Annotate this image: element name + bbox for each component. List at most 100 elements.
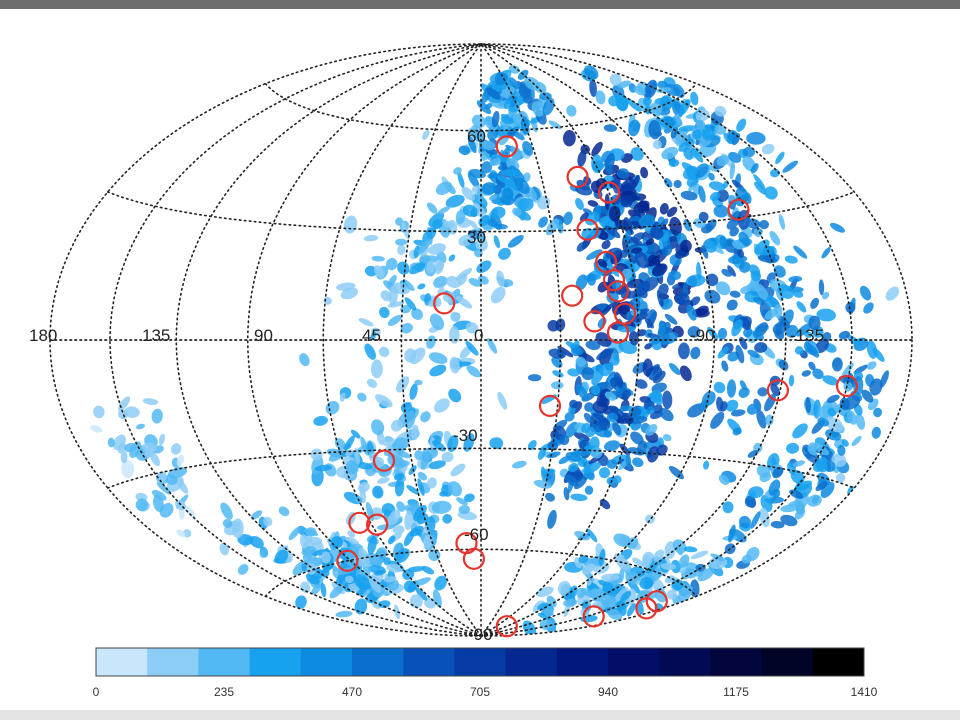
density-cell xyxy=(570,493,588,501)
density-cell xyxy=(713,204,729,218)
colorbar-swatch xyxy=(812,648,865,676)
density-cell xyxy=(664,313,678,325)
density-cell xyxy=(603,440,621,452)
density-cell xyxy=(750,511,761,529)
density-cell xyxy=(585,426,596,437)
density-cell xyxy=(409,347,426,365)
density-cell xyxy=(394,459,410,468)
density-cell xyxy=(378,346,390,358)
density-cell xyxy=(442,513,453,524)
density-cell xyxy=(861,389,874,403)
density-cell xyxy=(592,400,609,414)
density-layer xyxy=(90,65,900,636)
density-cell xyxy=(675,292,690,305)
density-cell xyxy=(698,211,709,222)
density-cell xyxy=(498,247,511,260)
density-cell xyxy=(558,455,571,465)
density-cell xyxy=(644,79,658,99)
density-cell xyxy=(490,286,506,304)
density-cell xyxy=(496,175,514,186)
density-cell xyxy=(583,412,594,424)
density-cell xyxy=(606,412,618,423)
density-cell xyxy=(569,399,579,409)
density-cell xyxy=(394,604,400,620)
density-cell xyxy=(866,361,877,370)
density-cell xyxy=(717,327,728,340)
density-cell xyxy=(456,497,468,506)
density-cell xyxy=(563,211,573,225)
colorbar-tick-label: 705 xyxy=(470,685,490,699)
density-cell xyxy=(455,268,473,281)
density-cell xyxy=(770,520,785,529)
density-cell xyxy=(574,422,582,430)
density-cell xyxy=(695,119,706,130)
density-cell xyxy=(559,435,570,446)
density-cell xyxy=(170,443,182,455)
density-cell xyxy=(371,419,385,436)
density-cell xyxy=(626,98,642,112)
density-cell xyxy=(465,340,479,356)
density-cell xyxy=(753,174,766,191)
density-cell xyxy=(785,324,799,338)
density-cell xyxy=(808,315,821,331)
density-cell xyxy=(768,479,781,496)
density-cell xyxy=(575,356,587,367)
density-cell xyxy=(743,327,753,338)
density-cell xyxy=(513,131,525,141)
density-cell xyxy=(810,297,820,309)
density-cell xyxy=(457,171,465,189)
density-cell xyxy=(873,407,883,418)
density-cell xyxy=(710,411,725,429)
density-cell xyxy=(396,501,406,512)
density-cell xyxy=(666,206,678,218)
density-cell xyxy=(598,467,611,479)
colorbar-tick-label: 940 xyxy=(598,685,618,699)
density-cell xyxy=(801,370,811,377)
density-cell xyxy=(793,245,808,259)
density-cell xyxy=(458,234,473,247)
density-cell xyxy=(562,130,576,147)
density-cell xyxy=(428,352,448,364)
density-cell xyxy=(642,96,652,106)
density-cell xyxy=(643,440,662,449)
density-cell xyxy=(432,219,443,229)
density-cell xyxy=(726,299,738,311)
density-cell xyxy=(278,506,290,517)
density-cell xyxy=(818,279,825,296)
density-cell xyxy=(708,181,726,191)
density-cell xyxy=(608,205,621,222)
density-cell xyxy=(796,301,807,313)
density-cell xyxy=(420,411,431,423)
density-cell xyxy=(831,357,843,372)
density-cell xyxy=(859,285,872,301)
density-cell xyxy=(299,353,310,367)
density-cell xyxy=(591,369,604,386)
density-cell xyxy=(649,336,660,345)
density-cell xyxy=(136,423,145,430)
density-cell xyxy=(746,131,766,145)
density-cell xyxy=(612,422,622,436)
density-cell xyxy=(599,498,611,510)
density-cell xyxy=(463,433,475,452)
density-cell xyxy=(357,392,367,402)
colorbar-tick-label: 470 xyxy=(342,685,362,699)
density-cell xyxy=(629,330,639,346)
density-cell xyxy=(805,342,820,358)
density-cell xyxy=(633,85,646,96)
density-cell xyxy=(527,374,542,382)
density-cell xyxy=(445,194,465,208)
density-cell xyxy=(397,244,406,255)
density-cell xyxy=(680,190,698,201)
density-cell xyxy=(527,440,537,451)
density-cell xyxy=(414,379,423,386)
density-cell xyxy=(471,114,486,128)
density-cell xyxy=(668,159,680,167)
density-cell xyxy=(587,200,599,207)
density-cell xyxy=(575,197,584,210)
density-cell xyxy=(680,239,692,253)
density-cell xyxy=(577,352,595,363)
density-cell xyxy=(736,118,747,132)
colorbar-tick-label: 235 xyxy=(214,685,234,699)
density-cell xyxy=(547,509,557,529)
density-cell xyxy=(512,207,522,217)
